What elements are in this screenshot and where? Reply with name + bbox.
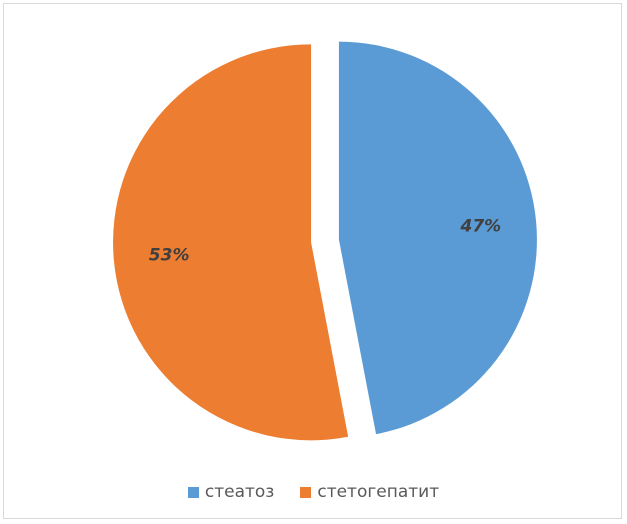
chart-legend: стеатоз стетогепатит bbox=[4, 482, 623, 502]
pie-chart: 47% 53% bbox=[113, 41, 537, 441]
legend-item-steatohepatitis: стетогепатит bbox=[300, 482, 439, 502]
legend-label-steatosis: стеатоз bbox=[204, 482, 275, 502]
chart-area: 47% 53% стеатоз стетогепатит bbox=[3, 3, 622, 519]
legend-swatch-steatohepatitis bbox=[300, 486, 312, 498]
legend-label-steatohepatitis: стетогепатит bbox=[317, 482, 440, 502]
pie-label-steatosis: 47% bbox=[460, 216, 502, 236]
legend-item-steatosis: стеатоз bbox=[187, 482, 275, 502]
pie-slice-steatohepatitis bbox=[113, 44, 349, 441]
pie-slice-steatosis bbox=[338, 41, 537, 435]
pie-labels: 47% 53% bbox=[149, 216, 501, 265]
pie-label-steatohepatitis: 53% bbox=[149, 246, 190, 266]
pie-slices bbox=[113, 41, 537, 441]
legend-swatch-steatosis bbox=[187, 486, 199, 498]
